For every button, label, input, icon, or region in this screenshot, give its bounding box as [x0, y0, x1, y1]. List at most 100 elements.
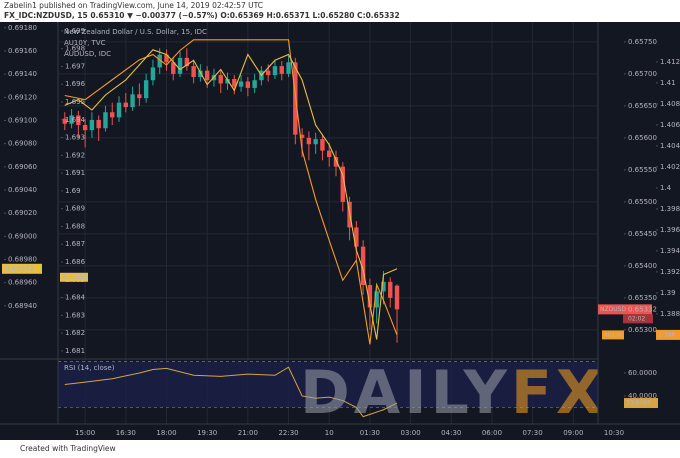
badge-value: 1.386 — [658, 331, 675, 338]
candle-body — [103, 112, 108, 129]
x-tick-label: 10:30 — [604, 429, 624, 437]
candle-body — [76, 115, 81, 126]
y-tick-label: 0.65350 — [628, 294, 657, 302]
watermark-part: FX — [511, 358, 606, 428]
x-tick-label: 04:30 — [441, 429, 461, 437]
y-tick-label: 0.68980 — [8, 256, 37, 264]
badge-name: AUDUSD — [62, 274, 88, 281]
candle-body — [191, 66, 196, 78]
y-tick-label: 0.68960 — [8, 279, 37, 287]
y-tick-label: 1.41 — [660, 79, 676, 87]
candle-body — [394, 285, 400, 310]
candle-body — [265, 70, 271, 76]
badge-name: AU10Y — [604, 332, 623, 338]
candle-body — [367, 285, 373, 308]
author-line: Zabelin1 published on TradingView.com, J… — [4, 1, 263, 10]
y-tick-label: 0.65550 — [628, 166, 657, 174]
x-tick-label: 10 — [325, 429, 334, 437]
y-tick-label: 1.4 — [660, 184, 672, 192]
x-tick-label: 19:30 — [197, 429, 217, 437]
y-tick-label: 1.406 — [660, 121, 680, 129]
candle-body — [110, 112, 115, 118]
y-tick-label: 1.689 — [65, 205, 85, 213]
y-tick-label: 1.694 — [65, 116, 86, 124]
candle-body — [360, 246, 366, 286]
footer: Created with TradingView — [20, 444, 116, 453]
price-badge — [624, 398, 658, 409]
candle-body — [164, 54, 169, 63]
candle-body — [171, 62, 176, 74]
y-tick-label: 1.394 — [660, 247, 680, 255]
legend-entry: AU10Y, TVC — [64, 39, 106, 47]
y-tick-label: 1.396 — [660, 226, 680, 234]
candle-body — [157, 54, 162, 68]
candle-body — [143, 80, 149, 99]
series-line — [64, 39, 398, 345]
right-axis-panel — [598, 22, 680, 424]
y-tick-label: 1.696 — [65, 80, 86, 88]
candle-body — [62, 118, 67, 124]
legend-entry: AUDUSD, IDC — [64, 50, 111, 58]
candle-body — [69, 115, 74, 124]
x-tick-label: 22:30 — [278, 429, 298, 437]
rsi-line — [64, 366, 398, 418]
name-badge — [60, 272, 88, 282]
y-tick-label: 1.684 — [65, 294, 86, 302]
countdown: 02:02 — [628, 315, 645, 322]
rsi-title: RSI (14, close) — [64, 364, 115, 372]
candle-body — [177, 57, 183, 74]
y-tick-label: 0.65300 — [628, 326, 657, 334]
y-tick-label: 0.69080 — [8, 140, 37, 148]
y-tick-label: 0.65500 — [628, 198, 657, 206]
y-tick-label: 1.681 — [65, 347, 85, 355]
y-tick-label: 0.69180 — [8, 24, 37, 32]
candle-body — [299, 134, 305, 138]
candle-body — [225, 78, 230, 84]
x-tick-label: 01:30 — [360, 429, 380, 437]
candle-body — [130, 94, 135, 108]
x-tick-label: 21:00 — [238, 429, 258, 437]
y-tick-label: 1.682 — [65, 329, 85, 337]
y-tick-label: 1.699 — [65, 27, 85, 35]
watermark: DAILYFX — [300, 358, 606, 428]
candle-body — [306, 137, 312, 145]
price-badge — [598, 304, 652, 315]
y-tick-label: 1.686 — [65, 258, 86, 266]
y-tick-label: 0.69160 — [8, 47, 37, 55]
candle-body — [279, 66, 284, 74]
y-tick-label: 0.69000 — [8, 232, 37, 240]
candle-body — [286, 62, 291, 74]
candle-body — [137, 94, 142, 99]
y-tick-label: 40.0000 — [628, 392, 657, 400]
candle-body — [123, 102, 129, 108]
y-tick-label: 1.687 — [65, 240, 85, 248]
badge-value: 0.65332 — [628, 305, 657, 313]
candle-body — [89, 119, 95, 131]
rsi-plot — [64, 366, 398, 418]
x-tick-label: 03:00 — [400, 429, 420, 437]
candle-body — [354, 227, 359, 247]
y-tick-label: 0.65650 — [628, 102, 657, 110]
y-tick-label: 1.695 — [65, 98, 85, 106]
candle-body — [340, 166, 345, 202]
x-tick-label: 18:00 — [156, 429, 176, 437]
y-tick-label: 1.69 — [65, 187, 81, 195]
y-tick-label: 1.698 — [65, 45, 85, 53]
y-tick-label: 0.65450 — [628, 230, 657, 238]
y-tick-label: 0.69060 — [8, 163, 37, 171]
series-line — [64, 49, 398, 340]
candle-body — [333, 157, 339, 167]
y-tick-label: 1.402 — [660, 163, 680, 171]
plot — [62, 39, 400, 345]
y-tick-label: 1.398 — [660, 205, 680, 213]
badge-value: 33.8486 — [626, 400, 651, 407]
y-tick-label: 0.68940 — [8, 302, 37, 310]
candle-body — [184, 57, 190, 67]
badge-name: NZDUSD — [600, 306, 626, 313]
x-tick-label: 06:00 — [482, 429, 502, 437]
countdown-badge — [623, 314, 653, 324]
y-tick-label: 1.404 — [660, 142, 680, 150]
y-tick-label: 0.65600 — [628, 134, 657, 142]
y-tick-label: 1.691 — [65, 169, 85, 177]
